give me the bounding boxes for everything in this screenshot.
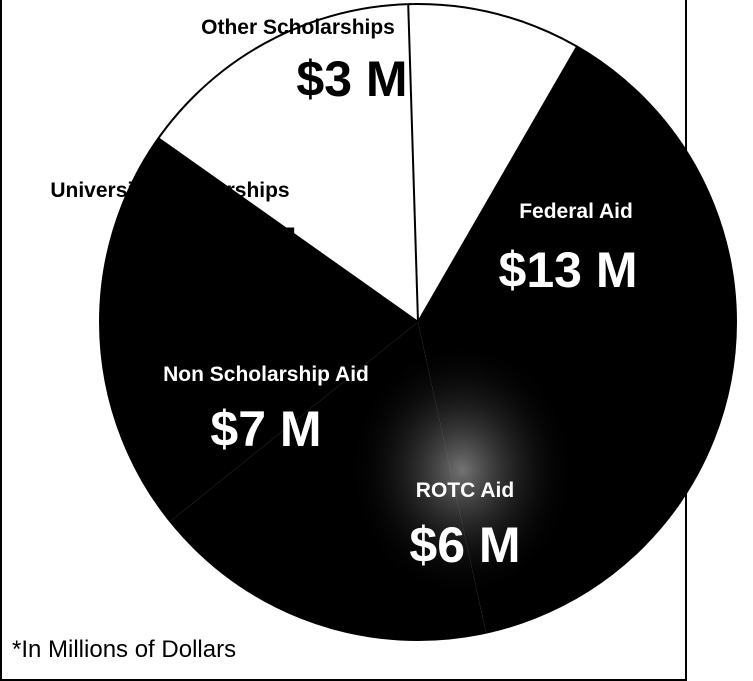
slice-divider-line: [157, 137, 419, 323]
slice-value-non-scholarship-aid: $7 M: [210, 401, 321, 457]
slice-label-rotc-aid: ROTC Aid: [416, 479, 514, 502]
slice-divider-line: [407, 4, 419, 323]
footnote: *In Millions of Dollars: [12, 636, 237, 663]
slice-divider-line: [417, 46, 578, 323]
pie-slice-university-scholarships: [158, 4, 418, 323]
slice-label-university-scholarships: University Scholarships: [50, 179, 289, 202]
pie-outline: [99, 3, 737, 641]
pie-slice-other-scholarships: [408, 3, 577, 322]
slice-value-other-scholarships: $3 M: [296, 51, 407, 107]
slice-label-non-scholarship-aid: Non Scholarship Aid: [163, 363, 369, 386]
slice-value-university-scholarships: $5 M: [186, 217, 297, 273]
slice-label-other-scholarships: Other Scholarships: [201, 16, 395, 39]
slice-value-rotc-aid: $6 M: [409, 517, 520, 573]
slice-dividers: [157, 4, 578, 323]
rotc-shading: [347, 340, 577, 600]
pie-slice-non-scholarship-aid: [100, 138, 419, 522]
slice-label-federal-aid: Federal Aid: [519, 200, 633, 223]
slice-value-federal-aid: $13 M: [499, 242, 638, 298]
